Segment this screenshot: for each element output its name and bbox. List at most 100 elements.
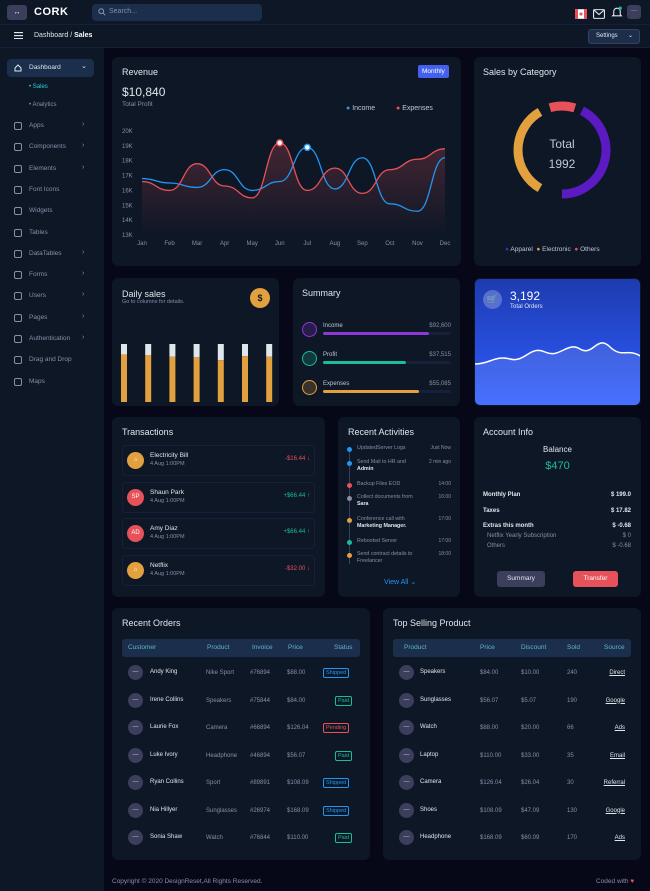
status-badge: Paid — [335, 750, 353, 761]
brand-name[interactable]: CORK — [34, 6, 69, 18]
sidebar-item-pages[interactable]: Pages › — [14, 312, 94, 324]
avatar: — — [128, 665, 143, 680]
flag-icon[interactable] — [575, 8, 587, 20]
order-price: $108.09 — [287, 780, 309, 786]
mail-icon[interactable] — [593, 8, 605, 20]
recent-orders-column-price[interactable]: Price — [288, 644, 303, 651]
source-link[interactable]: Direct — [609, 670, 625, 676]
breadcrumb-parent[interactable]: Dashboard — [34, 32, 69, 39]
sidebar-item-font-icons[interactable]: Font Icons — [14, 184, 94, 196]
recent-orders-column-product[interactable]: Product — [207, 644, 230, 651]
product-thumbnail: — — [399, 665, 414, 680]
transactions-card — [112, 417, 325, 597]
sidebar-item-elements[interactable]: Elements › — [14, 163, 94, 175]
daily-bar[interactable] — [121, 354, 127, 402]
donut-slice-others[interactable] — [548, 101, 577, 113]
search-icon — [98, 8, 106, 16]
point-expenses[interactable] — [275, 139, 284, 147]
total-orders-card — [474, 278, 641, 406]
source-link[interactable]: Ads — [614, 725, 625, 731]
daily-bar[interactable] — [266, 356, 273, 402]
sidebar-item-tables[interactable]: Tables — [14, 227, 94, 239]
daily-sales-title: Daily sales — [122, 289, 166, 299]
source-link[interactable]: Google — [605, 697, 625, 704]
daily-bar[interactable] — [217, 360, 224, 402]
recent-orders-column-invoice[interactable]: Invoice — [252, 644, 273, 651]
sidebar-subitem-sales[interactable]: • Sales — [29, 84, 48, 90]
sidebar-item-dashboard[interactable]: Dashboard ⌄ — [7, 59, 94, 77]
donut-slice-apparel[interactable] — [561, 106, 611, 199]
user-menu-icon[interactable]: ··· — [627, 5, 641, 19]
summary-value: $55,085 — [429, 381, 451, 387]
sidebar-item-widgets[interactable]: Widgets — [14, 205, 94, 217]
transaction-row[interactable] — [122, 518, 315, 549]
sidebar-item-maps[interactable]: Maps — [14, 376, 94, 388]
source-link[interactable]: Referral — [603, 780, 625, 786]
sidebar-item-components[interactable]: Components › — [14, 141, 94, 153]
sidebar-subitem-analytics[interactable]: • Analytics — [29, 102, 57, 108]
monthly-toggle-button[interactable]: Monthly — [418, 65, 449, 78]
order-price: $88.00 — [287, 670, 306, 676]
top-sold: 66 — [567, 725, 574, 731]
summary-value: $37,515 — [429, 352, 451, 358]
activity-time: Just Now — [430, 445, 451, 451]
point-income[interactable] — [303, 143, 312, 152]
top-price: $168.09 — [480, 835, 502, 841]
total-orders-value: 3,192 — [510, 289, 541, 303]
bell-icon[interactable] — [611, 6, 623, 18]
source-link[interactable]: Google — [605, 807, 625, 814]
settings-dropdown[interactable]: Settings ⌄ — [588, 29, 640, 44]
view-all-link[interactable]: View All ⌄ — [384, 579, 417, 586]
breadcrumb-separator: / — [70, 32, 73, 39]
chevron-down-icon: ⌄ — [81, 63, 87, 70]
sidebar-item-users[interactable]: Users › — [14, 290, 94, 302]
top-product: Shoes — [420, 806, 438, 813]
chevron-right-icon: › — [82, 312, 85, 320]
order-customer: Sonia Shaw — [150, 834, 183, 840]
sidebar-item-authentication[interactable]: Authentication › — [14, 333, 94, 345]
menu-icon[interactable] — [14, 32, 23, 39]
top-selling-column-price[interactable]: Price — [480, 644, 495, 651]
transfer-button[interactable]: Transfer — [573, 571, 618, 587]
transaction-amount: +$66.44 ↑ — [283, 529, 310, 535]
sidebar-icon — [14, 185, 22, 194]
daily-bar[interactable] — [242, 356, 248, 402]
top-selling-column-discount[interactable]: Discount — [521, 644, 547, 651]
daily-bar[interactable] — [169, 356, 176, 402]
avatar: — — [128, 747, 143, 763]
transaction-date: 4 Aug 1:00PM — [150, 570, 185, 577]
sidebar-item-apps[interactable]: Apps › — [14, 120, 94, 132]
top-discount: $26.04 — [521, 780, 540, 786]
transaction-amount: -$32.00 ↓ — [284, 565, 310, 572]
transaction-row[interactable] — [122, 481, 315, 513]
legend-income: ● Income — [346, 105, 376, 112]
search-input[interactable]: Search... — [92, 4, 262, 21]
source-link[interactable]: Email — [609, 752, 625, 759]
sidebar-item-forms[interactable]: Forms › — [14, 269, 94, 281]
transaction-date: 4 Aug 1:00PM — [150, 534, 185, 540]
order-product: Camera — [206, 725, 228, 731]
order-product: Headphone — [206, 752, 238, 759]
order-product: Speakers — [206, 697, 232, 704]
transaction-name: Shaun Park — [150, 488, 184, 496]
sidebar-item-datatables[interactable]: DataTables › — [14, 248, 94, 260]
recent-orders-column-customer[interactable]: Customer — [128, 644, 157, 651]
sales-category-title: Sales by Category — [483, 67, 557, 77]
order-price: $126.04 — [287, 725, 309, 731]
source-link[interactable]: Ads — [614, 835, 625, 841]
top-selling-column-product[interactable]: Product — [404, 644, 427, 651]
recent-orders-column-status[interactable]: Status — [334, 644, 353, 651]
daily-bar[interactable] — [193, 357, 200, 402]
sidebar-toggle-logo[interactable]: ↔ — [7, 5, 27, 20]
transaction-row[interactable] — [122, 554, 315, 586]
daily-bar[interactable] — [145, 355, 152, 402]
activity-time: 18:00 — [438, 551, 451, 557]
top-selling-column-sold[interactable]: Sold — [567, 644, 581, 651]
transaction-row[interactable] — [122, 445, 315, 476]
timeline-dot — [347, 496, 352, 501]
summary-label: Profit — [323, 352, 338, 358]
top-selling-column-source[interactable]: Source — [604, 644, 625, 651]
donut-slice-electronic[interactable] — [513, 108, 543, 192]
sidebar-item-drag-and-drop[interactable]: Drag and Drop — [14, 354, 94, 366]
summary-button[interactable]: Summary — [497, 571, 545, 587]
